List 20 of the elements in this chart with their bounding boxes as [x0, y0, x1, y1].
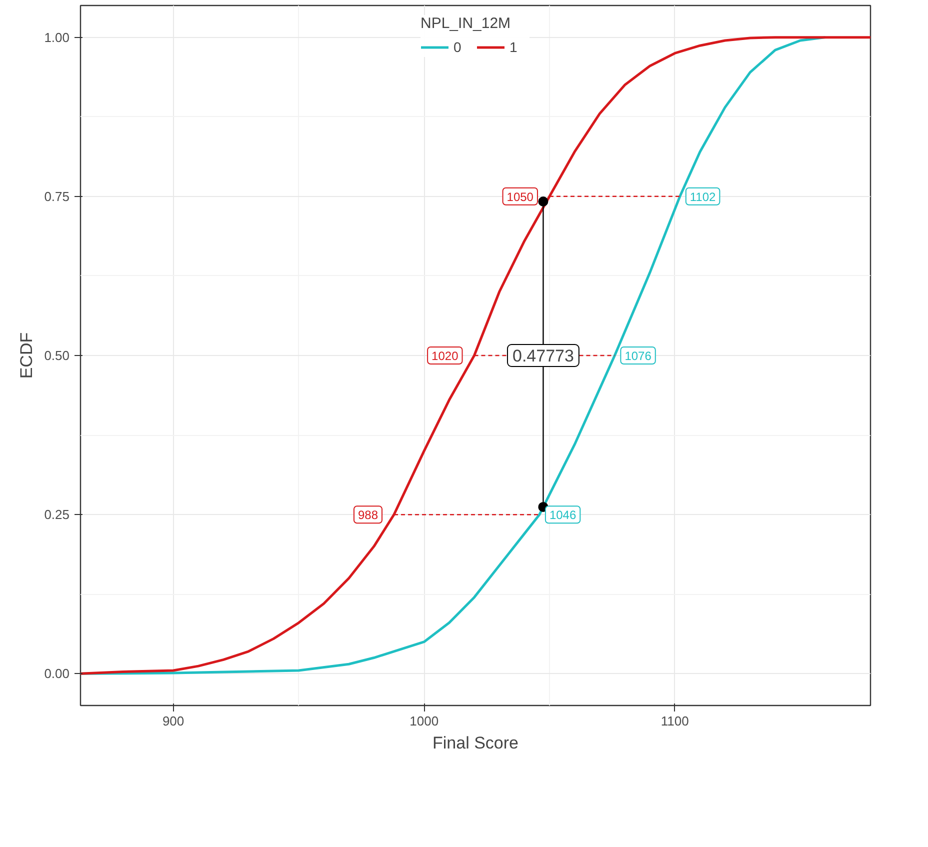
y-tick-label: 0.50 — [44, 348, 70, 363]
legend-label: 1 — [510, 39, 518, 55]
annotation: 0.47773 — [512, 346, 574, 366]
legend-title: NPL_IN_12M — [420, 15, 512, 32]
y-tick-label: 0.00 — [44, 666, 70, 682]
legend-label: 0 — [454, 39, 462, 55]
y-tick-label: 0.75 — [44, 188, 70, 204]
x-axis-title: Final Score — [432, 734, 518, 752]
annotation: 1050 — [506, 190, 534, 204]
annotation: 1046 — [549, 508, 576, 522]
annotation: 988 — [358, 508, 378, 522]
annotation: 1076 — [624, 349, 652, 363]
y-axis-title: ECDF — [17, 332, 36, 379]
y-tick-label: 0.25 — [44, 507, 70, 522]
x-tick-label: 1100 — [660, 714, 689, 728]
annotation: 1020 — [432, 349, 459, 363]
x-tick-label: 900 — [162, 714, 184, 728]
annotation: 1102 — [690, 190, 716, 204]
x-tick-label: 1000 — [410, 714, 439, 728]
y-tick-label: 1.00 — [44, 30, 70, 45]
